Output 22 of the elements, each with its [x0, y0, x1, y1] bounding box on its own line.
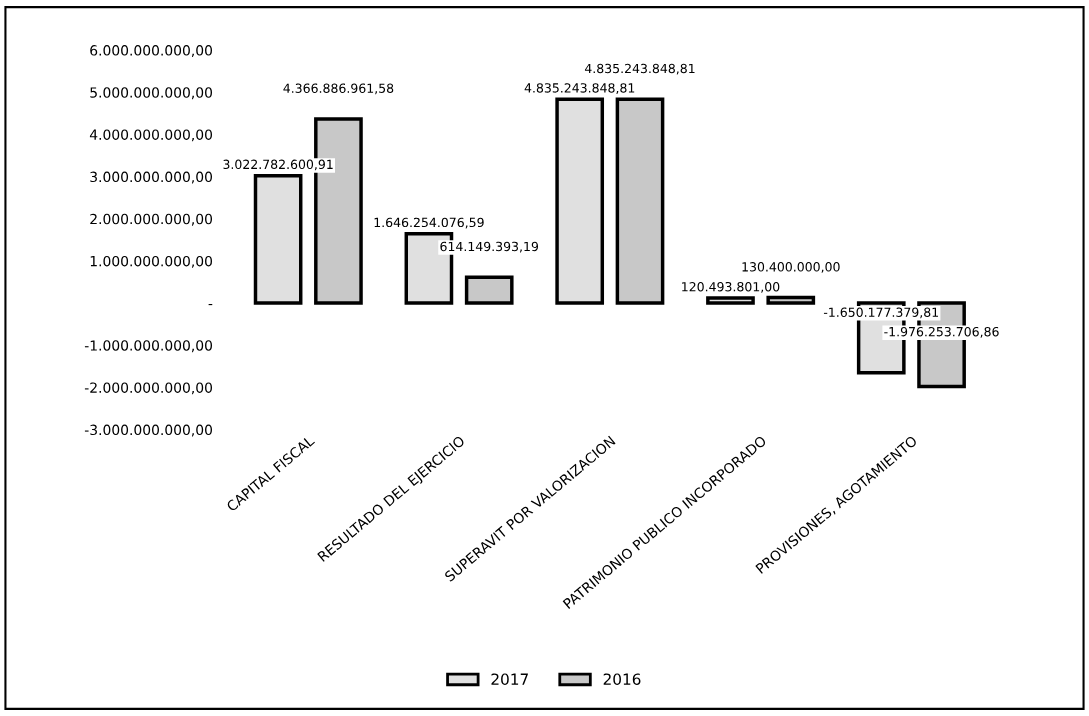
legend-label: 2016	[603, 673, 641, 685]
data-label: 614.149.393,19	[440, 241, 539, 253]
y-tick-label: -	[208, 304, 213, 306]
y-tick-label: 6.000.000.000,00	[90, 45, 213, 58]
y-tick-label: -1.000.000.000,00	[84, 340, 213, 353]
data-label: -1.976.253.706,86	[884, 326, 999, 338]
y-tick-label: -3.000.000.000,00	[84, 424, 213, 437]
data-label: -1.650.177.379,81	[823, 307, 939, 319]
data-label: 3.022.782.600,91	[223, 159, 333, 171]
data-label: 4.835.243.848,81	[584, 63, 695, 75]
data-label: 120.493.801,00	[682, 281, 780, 293]
y-tick-label: 2.000.000.000,00	[90, 213, 213, 226]
legend-label: 2017	[491, 673, 528, 685]
data-label: 1.646.254.076,59	[374, 217, 484, 229]
data-label: 4.366.886.961,58	[283, 83, 394, 95]
y-tick-label: 5.000.000.000,00	[90, 87, 213, 100]
y-tick-label: 3.000.000.000,00	[90, 171, 213, 184]
y-tick-label: 1.000.000.000,00	[90, 255, 213, 268]
data-label: 130.400.000,00	[742, 262, 840, 273]
y-tick-label: 4.000.000.000,00	[89, 129, 213, 142]
data-label: 4.835.243.848,81	[524, 83, 635, 94]
y-tick-label: -2.000.000.000,00	[84, 382, 213, 395]
